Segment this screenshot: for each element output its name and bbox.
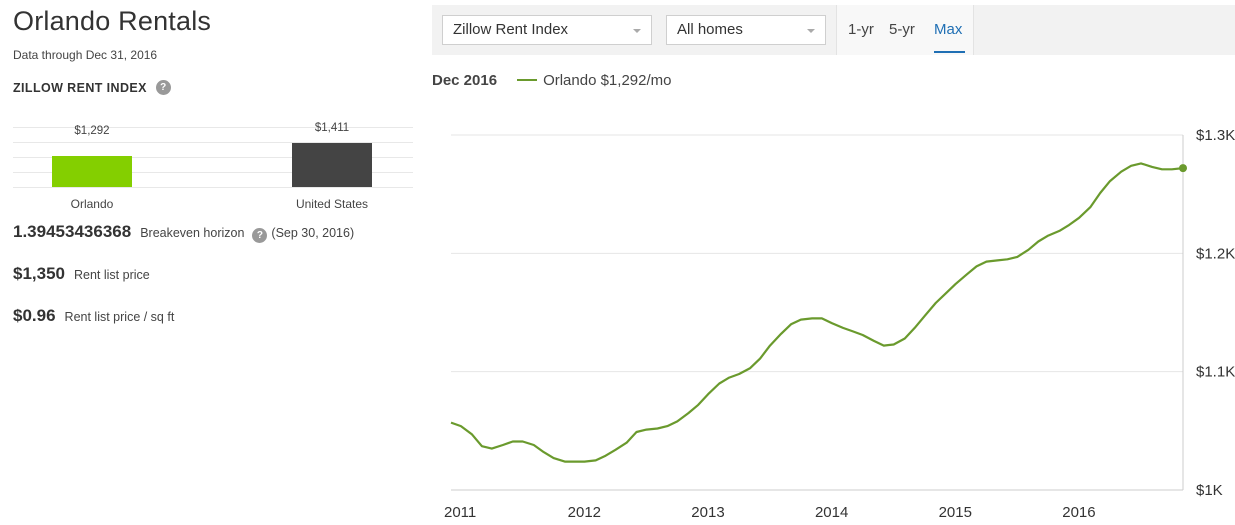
rent-per-sqft-row: $0.96 Rent list price / sq ft [13, 306, 174, 326]
breakeven-row: 1.39453436368 Breakeven horizon ? (Sep 3… [13, 222, 355, 243]
breakeven-value: 1.39453436368 [13, 222, 132, 241]
orlando-bar [52, 155, 132, 187]
range-tab-5yr[interactable]: 5-yr [889, 21, 915, 38]
range-tab-max[interactable]: Max [934, 21, 963, 38]
us-bar-label: United States [295, 197, 369, 211]
orlando-bar-value: $1,292 [74, 125, 110, 137]
x-tick-label: 2012 [568, 504, 601, 521]
mini-gridline [13, 172, 413, 173]
x-tick-label: 2013 [691, 504, 724, 521]
y-tick-label: $1.3K [1196, 127, 1235, 144]
orlando-bar-label: Orlando [70, 197, 114, 211]
help-icon[interactable]: ? [252, 228, 268, 243]
chart-toolbar: Zillow Rent Index All homes 1-yr 5-yr Ma… [432, 5, 1235, 55]
mini-gridline [13, 127, 413, 128]
time-range-tabs: 1-yr 5-yr Max [836, 5, 974, 55]
breakeven-label: Breakeven horizon [140, 226, 245, 240]
rent-per-sqft-value: $0.96 [13, 306, 56, 325]
y-tick-label: $1.1K [1196, 364, 1235, 381]
rent-list-price-row: $1,350 Rent list price [13, 264, 150, 284]
mini-gridline [13, 157, 413, 158]
home-type-select[interactable]: All homes [666, 15, 826, 45]
range-tab-1yr[interactable]: 1-yr [848, 21, 874, 38]
chevron-down-icon [633, 29, 641, 33]
us-bar [292, 143, 372, 187]
y-tick-label: $1.2K [1196, 245, 1235, 262]
mini-gridline [13, 187, 413, 188]
legend-date: Dec 2016 [432, 72, 498, 89]
rent-per-sqft-label: Rent list price / sq ft [64, 310, 175, 324]
x-tick-label: 2014 [815, 504, 848, 521]
x-tick-label: 2015 [939, 504, 972, 521]
active-range-indicator [934, 51, 965, 53]
metric-select[interactable]: Zillow Rent Index [442, 15, 652, 45]
rent-index-heading: ZILLOW RENT INDEX ? [13, 80, 171, 95]
rent-list-price-label: Rent list price [74, 268, 150, 282]
legend-series-label: Orlando $1,292/mo [543, 72, 672, 89]
metric-select-value: Zillow Rent Index [453, 21, 569, 38]
chart-legend: Dec 2016 Orlando $1,292/mo [432, 72, 671, 89]
home-type-select-value: All homes [677, 21, 743, 38]
series-line-orlando [450, 162, 1184, 463]
x-tick-label: 2011 [444, 504, 476, 521]
y-tick-label: $1K [1196, 482, 1223, 499]
legend-line-swatch [517, 78, 538, 81]
data-through-note: Data through Dec 31, 2016 [13, 48, 158, 62]
rent-index-comparison-chart: $1,292 Orlando $1,411 United States [13, 118, 413, 213]
rent-index-heading-label: ZILLOW RENT INDEX [13, 80, 147, 95]
series-end-marker[interactable] [1179, 164, 1187, 173]
breakeven-date: (Sep 30, 2016) [271, 226, 355, 240]
chevron-down-icon [807, 29, 815, 33]
rent-list-price-value: $1,350 [13, 264, 65, 283]
mini-gridline [13, 142, 413, 143]
us-bar-value: $1,411 [314, 122, 350, 134]
help-icon[interactable]: ? [155, 80, 171, 95]
x-tick-label: 2016 [1062, 504, 1095, 521]
page-title: Orlando Rentals [13, 6, 212, 36]
